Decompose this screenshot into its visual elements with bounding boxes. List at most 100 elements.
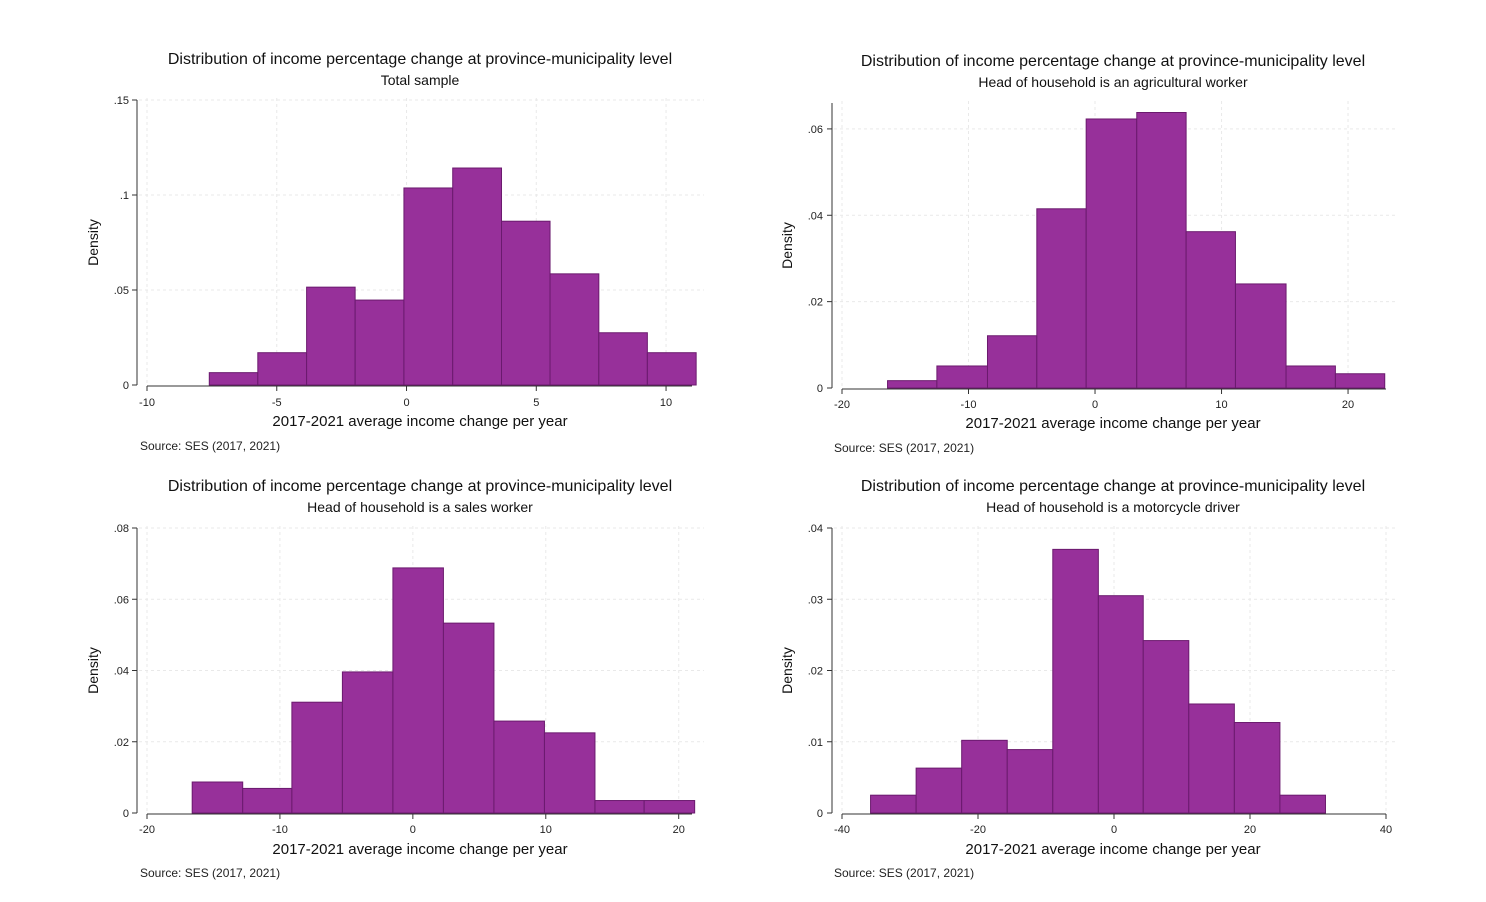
y-axis-label: Density	[779, 647, 795, 694]
y-tick-label: .06	[114, 594, 129, 606]
histogram-bar	[986, 335, 1038, 389]
histogram-bar	[403, 187, 454, 386]
x-tick-label: -10	[961, 399, 977, 411]
histogram-bar	[1334, 373, 1386, 389]
x-tick-label: 20	[1244, 824, 1256, 836]
histogram-panel-1: Distribution of income percentage change…	[85, 51, 704, 453]
source-note: Source: SES (2017, 2021)	[834, 441, 974, 455]
y-tick-label: .08	[114, 523, 129, 535]
y-axis-label: Density	[85, 647, 101, 694]
x-axis-label: 2017-2021 average income change per year	[965, 415, 1260, 432]
chart-title: Distribution of income percentage change…	[861, 53, 1365, 70]
x-tick-label: 10	[540, 824, 552, 836]
x-axis-label: 2017-2021 average income change per year	[965, 841, 1260, 858]
x-tick-label: -20	[139, 824, 155, 836]
x-tick-label: 0	[1111, 824, 1117, 836]
chart-subtitle: Head of household is a motorcycle driver	[986, 499, 1240, 515]
x-tick-label: 0	[410, 824, 416, 836]
histogram-bar	[1188, 703, 1235, 814]
histogram-bar	[543, 732, 596, 814]
histogram-bar	[915, 767, 963, 814]
chart-subtitle: Head of household is a sales worker	[307, 499, 533, 515]
histogram-bar	[1285, 365, 1336, 389]
x-tick-label: 10	[1215, 399, 1227, 411]
chart-title: Distribution of income percentage change…	[861, 478, 1365, 495]
histogram-bar	[392, 567, 444, 814]
histogram-bar	[493, 720, 545, 814]
y-tick-label: .04	[808, 210, 823, 222]
histogram-bar	[936, 365, 988, 389]
histogram-bar	[452, 167, 503, 386]
histogram-bar	[208, 372, 259, 386]
chart-title: Distribution of income percentage change…	[168, 51, 672, 68]
x-tick-label: -10	[272, 824, 288, 836]
histogram-bar	[291, 701, 343, 814]
histogram-bar	[549, 273, 600, 386]
x-tick-label: -40	[834, 824, 850, 836]
histogram-bar	[646, 352, 697, 386]
y-tick-label: 0	[817, 383, 823, 395]
x-axis-label: 2017-2021 average income change per year	[272, 413, 567, 430]
histogram-panel-4: Distribution of income percentage change…	[779, 478, 1398, 880]
source-note: Source: SES (2017, 2021)	[140, 439, 280, 453]
x-tick-label: 40	[1380, 824, 1392, 836]
x-tick-label: 20	[673, 824, 685, 836]
histogram-bar	[1234, 283, 1287, 389]
histogram-bar	[598, 332, 648, 386]
histogram-bar	[501, 220, 551, 386]
x-tick-label: 0	[1092, 399, 1098, 411]
x-tick-label: 20	[1342, 399, 1354, 411]
y-tick-label: .02	[808, 297, 823, 309]
y-tick-label: 0	[123, 808, 129, 820]
x-axis-label: 2017-2021 average income change per year	[272, 841, 567, 858]
histogram-bar	[191, 781, 244, 814]
x-tick-label: 0	[403, 397, 409, 409]
x-tick-label: -10	[139, 397, 155, 409]
chart-subtitle: Total sample	[381, 72, 460, 88]
histogram-bar	[870, 794, 917, 814]
y-tick-label: .01	[808, 737, 823, 749]
histogram-bar	[354, 299, 405, 386]
chart-subtitle: Head of household is an agricultural wor…	[978, 74, 1248, 90]
y-axis-label: Density	[779, 222, 795, 269]
histogram-bar	[594, 800, 645, 814]
histogram-bar	[1036, 208, 1087, 389]
histogram-bar	[1136, 112, 1187, 389]
y-tick-label: .06	[808, 124, 823, 136]
histogram-bar	[257, 352, 308, 386]
histogram-bar	[442, 622, 495, 814]
histogram-bar	[1052, 548, 1099, 814]
histogram-bar	[242, 787, 293, 814]
y-tick-label: .04	[114, 666, 129, 678]
y-tick-label: 0	[123, 380, 129, 392]
histogram-panel-3: Distribution of income percentage change…	[85, 478, 704, 880]
y-tick-label: .04	[808, 523, 823, 535]
histogram-bar	[887, 380, 938, 389]
histogram-bar	[1142, 640, 1190, 814]
histogram-bar	[1185, 231, 1236, 389]
x-tick-label: -20	[834, 399, 850, 411]
x-tick-label: -5	[272, 397, 282, 409]
y-tick-label: .02	[808, 666, 823, 678]
x-tick-label: 5	[533, 397, 539, 409]
chart-title: Distribution of income percentage change…	[168, 478, 672, 495]
y-tick-label: .02	[114, 737, 129, 749]
histogram-bar	[643, 800, 696, 814]
y-tick-label: 0	[817, 808, 823, 820]
histogram-bar	[1279, 794, 1326, 814]
y-tick-label: .05	[114, 285, 129, 297]
x-tick-label: 10	[660, 397, 672, 409]
source-note: Source: SES (2017, 2021)	[834, 866, 974, 880]
y-axis-label: Density	[85, 219, 101, 266]
histogram-bar	[341, 671, 394, 814]
y-tick-label: .15	[114, 95, 129, 107]
histogram-bar	[1233, 722, 1281, 814]
histogram-bar	[1085, 118, 1138, 389]
y-tick-label: .1	[120, 190, 129, 202]
y-tick-label: .03	[808, 594, 823, 606]
histogram-panel-2: Distribution of income percentage change…	[779, 53, 1398, 455]
source-note: Source: SES (2017, 2021)	[140, 866, 280, 880]
histogram-bar	[1006, 749, 1054, 814]
